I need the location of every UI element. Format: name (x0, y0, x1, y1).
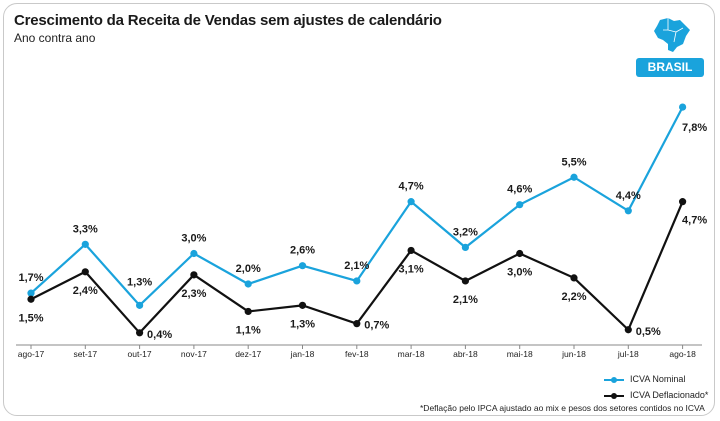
point-nominal (516, 201, 524, 209)
point-deflacionado (516, 249, 524, 258)
data-label-nominal: 7,8% (682, 122, 707, 134)
data-label-deflacionado: 2,1% (453, 294, 478, 306)
data-label-nominal: 4,6% (507, 184, 532, 196)
data-label-deflacionado: 2,4% (73, 285, 98, 297)
data-label-deflacionado: 1,1% (236, 324, 261, 336)
data-label-deflacionado: 0,7% (364, 320, 389, 332)
x-tick-label: nov-17 (181, 349, 207, 359)
point-deflacionado (244, 307, 252, 316)
point-deflacionado (624, 326, 632, 334)
point-nominal (190, 249, 198, 258)
data-label-nominal: 2,1% (344, 260, 369, 272)
point-nominal (679, 103, 687, 111)
point-deflacionado (679, 198, 687, 206)
data-label-deflacionado: 1,5% (18, 312, 43, 324)
data-label-nominal: 2,6% (290, 245, 315, 257)
point-deflacionado (81, 268, 89, 276)
data-label-nominal: 3,3% (73, 223, 98, 235)
point-nominal (244, 280, 252, 288)
point-deflacionado (407, 246, 415, 255)
x-tick-label: set-17 (73, 349, 97, 359)
data-label-nominal: 1,7% (18, 272, 43, 284)
data-label-deflacionado: 0,4% (147, 329, 172, 341)
x-tick-label: mar-18 (398, 349, 425, 359)
legend-marker-nominal (611, 377, 617, 383)
point-nominal (81, 240, 89, 248)
point-nominal (461, 243, 469, 251)
data-label-nominal: 4,7% (399, 181, 424, 193)
point-nominal (353, 277, 361, 285)
chart-subtitle: Ano contra ano (14, 31, 96, 45)
point-nominal (570, 173, 578, 181)
point-nominal (27, 289, 35, 297)
x-tick-label: jan-18 (290, 349, 315, 359)
footnote: *Deflação pelo IPCA ajustado ao mix e pe… (420, 403, 705, 413)
data-label-deflacionado: 2,3% (181, 288, 206, 300)
x-tick-label: ago-18 (669, 349, 696, 359)
point-nominal (624, 207, 632, 215)
data-label-deflacionado: 2,2% (561, 291, 586, 303)
x-tick-label: mai-18 (507, 349, 533, 359)
legend-label-nominal: ICVA Nominal (630, 374, 686, 384)
x-tick-label: fev-18 (345, 349, 369, 359)
point-deflacionado (27, 295, 35, 303)
point-nominal (407, 198, 415, 206)
point-deflacionado (570, 274, 578, 282)
x-tick-label: jun-18 (561, 349, 586, 359)
x-tick-label: out-17 (128, 349, 152, 359)
chart-card (3, 3, 715, 416)
point-nominal (298, 262, 307, 270)
x-tick-label: dez-17 (235, 349, 261, 359)
data-label-nominal: 3,2% (453, 226, 478, 238)
point-deflacionado (298, 301, 307, 309)
data-label-deflacionado: 3,0% (507, 267, 532, 279)
brazil-map-icon (654, 18, 690, 52)
x-tick-label: jul-18 (617, 349, 639, 359)
data-label-deflacionado: 1,3% (290, 318, 315, 330)
data-label-nominal: 5,5% (561, 156, 586, 168)
x-tick-label: abr-18 (453, 349, 478, 359)
chart-title: Crescimento da Receita de Vendas sem aju… (14, 12, 442, 29)
data-label-nominal: 1,3% (127, 276, 152, 288)
point-deflacionado (190, 271, 198, 279)
data-label-deflacionado: 4,7% (682, 215, 707, 227)
data-label-nominal: 4,4% (616, 190, 641, 202)
data-label-nominal: 3,0% (181, 233, 206, 245)
data-label-nominal: 2,0% (236, 263, 261, 275)
point-deflacionado (353, 320, 361, 328)
data-label-deflacionado: 0,5% (636, 326, 661, 338)
point-deflacionado (461, 277, 469, 285)
x-tick-label: ago-17 (18, 349, 45, 359)
point-deflacionado (136, 329, 144, 337)
legend-label-deflacionado: ICVA Deflacionado* (630, 390, 709, 400)
point-nominal (136, 301, 144, 309)
region-badge: BRASIL (636, 58, 704, 77)
legend-marker-deflacionado (611, 393, 617, 399)
data-label-deflacionado: 3,1% (399, 263, 424, 275)
